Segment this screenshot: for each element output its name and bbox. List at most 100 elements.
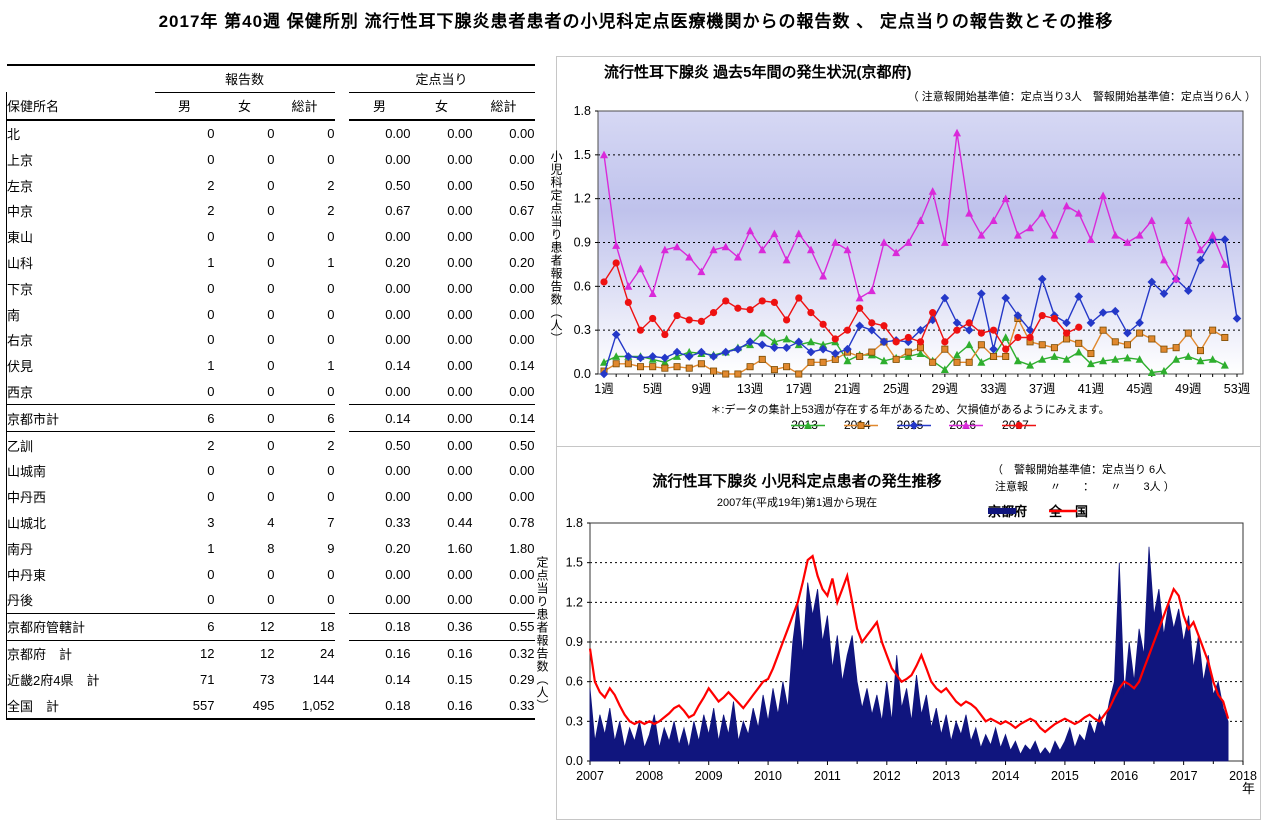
report-count-value: 3	[207, 514, 215, 530]
report-count-value: 0	[327, 592, 335, 608]
svg-text:45週: 45週	[1126, 382, 1153, 396]
svg-text:1.8: 1.8	[574, 104, 591, 118]
five-year-trend-chart: 0.0 0.3 0.6 0.9 1.2 1.5 1.8 1週 5週 9週 13週 17週 21週 25週 2…	[574, 104, 1251, 396]
per-sentinel-value: 0.00	[447, 383, 473, 399]
report-count-value: 495	[214, 692, 275, 720]
table-cell	[335, 353, 349, 379]
report-count-value: 2	[327, 177, 335, 193]
svg-text:1週: 1週	[594, 382, 614, 396]
table-row: 中丹東 0 0 0 0.00 0.00 0.00	[6, 561, 535, 587]
report-count-value: 0	[267, 358, 275, 374]
report-count-value: 0	[267, 332, 275, 348]
report-count-value: 2	[327, 203, 335, 219]
report-count-value: 144	[312, 671, 335, 687]
per-sentinel-value: 0.00	[385, 306, 411, 322]
svg-text:2009: 2009	[695, 769, 723, 783]
report-count-value: 0	[207, 332, 215, 348]
per-sentinel-value: 0.29	[509, 671, 535, 687]
per-sentinel-value: 0.00	[385, 592, 411, 608]
legend-item-2016: 2016	[949, 418, 984, 432]
per-sentinel-value: 0.18	[348, 692, 411, 720]
chart2-legend: 京都府 全 国	[988, 501, 1088, 520]
report-count-value: 0	[327, 566, 335, 582]
per-sentinel-value: 0.00	[447, 463, 473, 479]
table-row: 山城北 3 4 7 0.33 0.44 0.78	[6, 509, 535, 536]
per-sentinel-value: 0.00	[385, 125, 411, 141]
per-sentinel-value: 0.67	[509, 203, 535, 219]
per-sentinel-value: 0.16	[447, 645, 473, 661]
report-count-value: 0	[327, 383, 335, 399]
report-count-value: 12	[260, 645, 275, 661]
health-center-name: 山科	[6, 249, 155, 276]
legend-item-2017: 2017	[1002, 418, 1037, 432]
report-count-value: 0	[267, 592, 275, 608]
table-row: 上京 0 0 0 0.00 0.00 0.00	[6, 146, 535, 173]
svg-text:0.6: 0.6	[574, 279, 591, 293]
table-row: 右京 0 0 0 0.00 0.00 0.00	[6, 326, 535, 353]
chart1-footnote: ＊:データの集計上53週が存在する年があるため、欠損値があるようにみえます。	[710, 404, 1110, 416]
report-count-value: 0	[267, 280, 275, 296]
per-sentinel-value: 0.00	[447, 229, 473, 245]
svg-text:21週: 21週	[834, 382, 861, 396]
report-count-value: 2	[207, 437, 215, 453]
chart2-y-axis-label: 定点当り患者報告数（人）	[535, 556, 549, 712]
group-header-per-sentinel: 定点当り	[348, 63, 535, 93]
per-sentinel-value: 0.00	[447, 203, 473, 219]
per-sentinel-value: 0.00	[447, 332, 473, 348]
svg-text:1.5: 1.5	[574, 148, 591, 162]
table-row: 中京 2 0 2 0.67 0.00 0.67	[6, 197, 535, 224]
chart1-threshold-note: （ 注意報開始基準値：定点当り3人 警報開始基準値：定点当り6人 ）	[907, 91, 1256, 103]
svg-text:0.0: 0.0	[566, 754, 583, 768]
chart2-threshold-note: （ 警報開始基準値：定点当り 6人 注意報 〃 ： 〃 3人 ）	[992, 464, 1175, 493]
table-row: 南丹 1 8 9 0.20 1.60 1.80	[6, 535, 535, 562]
table-cell	[335, 275, 349, 301]
table-cell	[334, 63, 349, 93]
per-sentinel-value: 0.00	[447, 358, 473, 374]
per-sentinel-value: 0.14	[385, 358, 411, 374]
per-sentinel-value: 0.00	[447, 254, 473, 270]
report-count-value: 0	[327, 125, 335, 141]
per-sentinel-value: 0.00	[509, 332, 535, 348]
per-sentinel-value: 1.80	[509, 540, 535, 556]
svg-text:0.6: 0.6	[566, 675, 583, 689]
per-sentinel-value: 0.00	[447, 489, 473, 505]
health-center-name: 山城北	[6, 509, 155, 536]
legend-item-kyoto: 京都府	[988, 501, 1027, 520]
report-count-value: 0	[267, 151, 275, 167]
per-sentinel-value: 0.50	[509, 437, 535, 453]
health-center-name: 中丹東	[6, 561, 155, 587]
report-count-value: 12	[214, 612, 275, 641]
per-sentinel-value: 0.00	[447, 280, 473, 296]
health-center-name: 左京	[6, 172, 155, 198]
per-sentinel-value: 0.00	[385, 332, 411, 348]
per-sentinel-value: 0.00	[447, 306, 473, 322]
per-sentinel-value: 0.00	[509, 229, 535, 245]
report-count-value: 557	[154, 692, 215, 720]
legend-item-national: 全 国	[1049, 501, 1088, 520]
report-count-value: 1,052	[274, 692, 335, 720]
chart2-x-axis-label: 年	[1242, 781, 1256, 796]
svg-text:2014: 2014	[992, 769, 1020, 783]
svg-text:2017: 2017	[1170, 769, 1198, 783]
report-count-value: 0	[327, 280, 335, 296]
report-count-value: 2	[207, 203, 215, 219]
health-center-name: 乙訓	[6, 431, 155, 458]
per-sentinel-value: 0.16	[385, 645, 411, 661]
health-center-name: 南	[6, 301, 155, 327]
column-header-name: 保健所名	[6, 92, 155, 121]
per-sentinel-value: 0.00	[447, 125, 473, 141]
per-sentinel-value: 0.67	[385, 203, 411, 219]
report-count-value: 0	[267, 177, 275, 193]
svg-text:1.5: 1.5	[566, 556, 583, 570]
svg-text:25週: 25週	[883, 382, 910, 396]
svg-text:0.3: 0.3	[566, 714, 583, 728]
report-count-value: 0	[327, 151, 335, 167]
report-count-value: 0	[207, 463, 215, 479]
health-center-name: 上京	[6, 146, 155, 173]
per-sentinel-value: 0.00	[385, 229, 411, 245]
report-count-value: 0	[207, 151, 215, 167]
report-count-value: 2	[207, 177, 215, 193]
per-sentinel-value: 0.33	[472, 692, 535, 720]
column-header: 総計	[472, 92, 535, 121]
table-cell	[335, 510, 349, 536]
